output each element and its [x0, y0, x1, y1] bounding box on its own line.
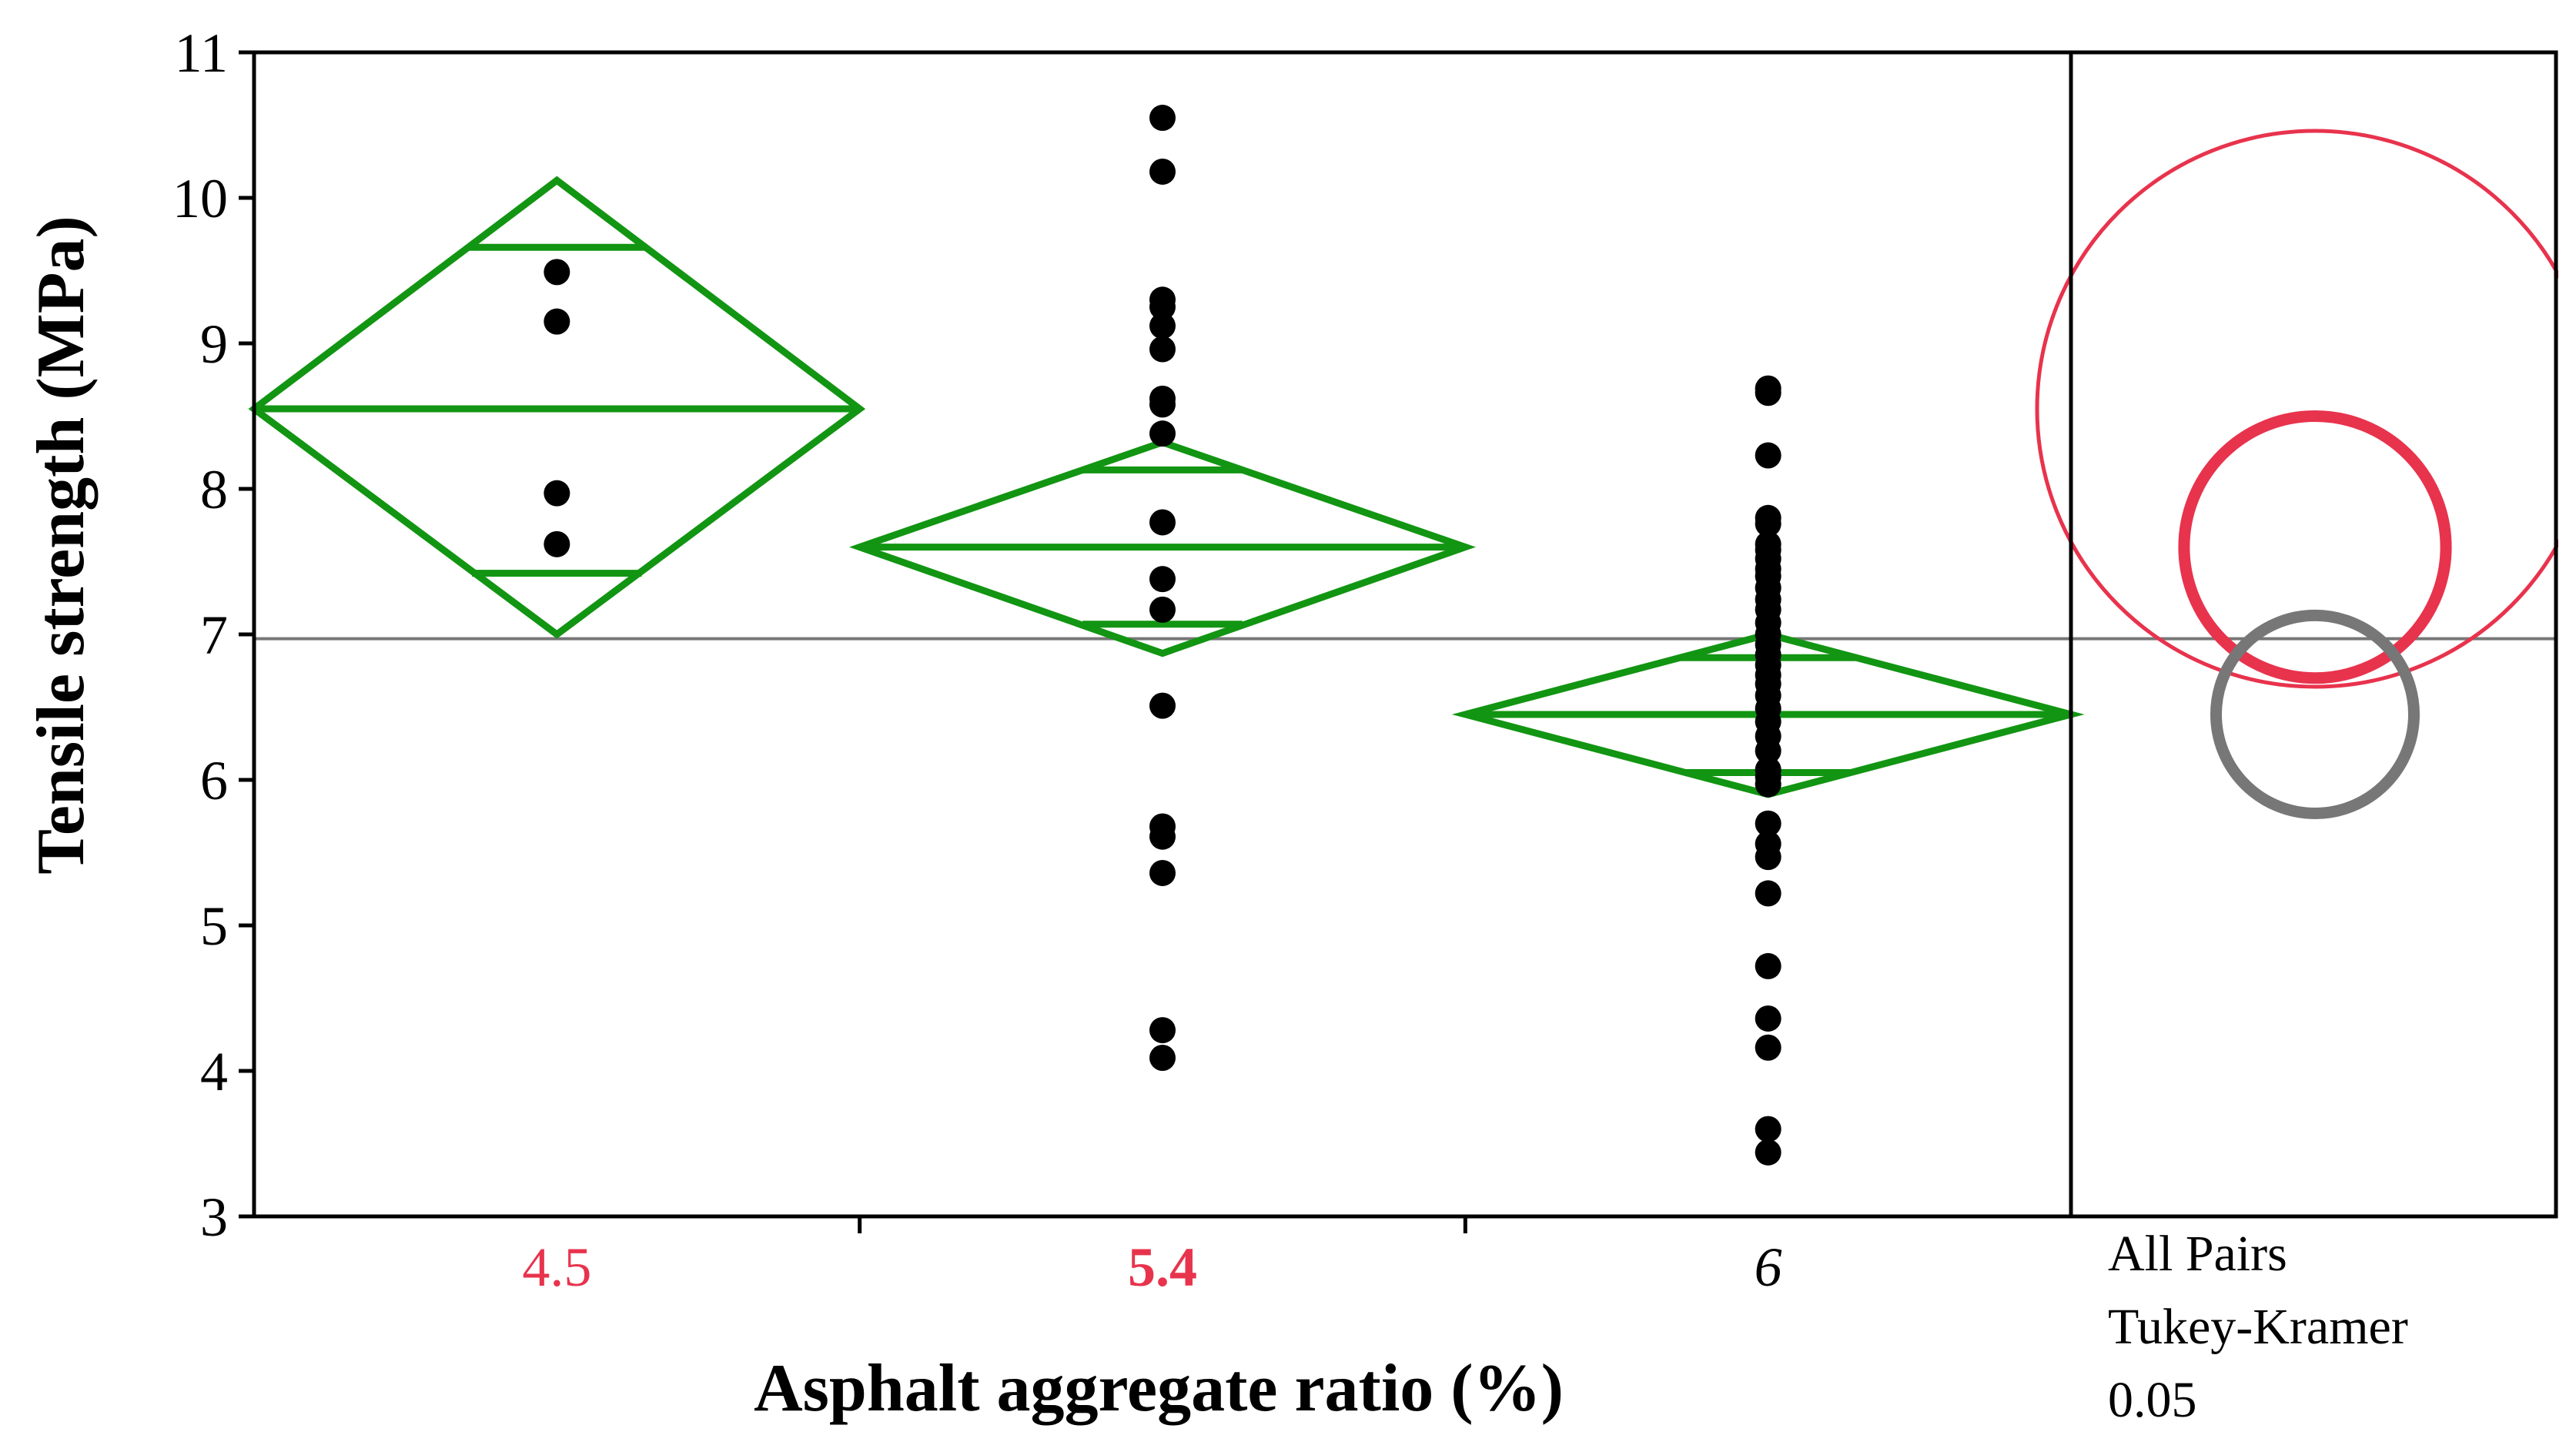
data-point [544, 480, 570, 507]
y-tick-label: 6 [200, 750, 228, 811]
circles-layer [2035, 129, 2576, 819]
x-axis: 4.5 5.4 6 [522, 1216, 1782, 1298]
data-point [1755, 1005, 1781, 1032]
data-point [1149, 823, 1176, 850]
data-point [1755, 1116, 1781, 1143]
data-point [1149, 293, 1176, 320]
points-layer [544, 105, 1781, 1166]
data-point [1755, 1034, 1781, 1061]
data-point [544, 259, 570, 286]
comparison-circle [2210, 609, 2420, 819]
data-point [1755, 880, 1781, 907]
y-tick-label: 4 [200, 1041, 228, 1102]
data-point [1149, 596, 1176, 623]
x-tick-label: 6 [1755, 1236, 1782, 1298]
x-tick-label: 5.4 [1128, 1236, 1197, 1298]
comparison-text-line: 0.05 [2108, 1372, 2197, 1428]
comparison-circle [2178, 410, 2452, 684]
data-point [1755, 442, 1781, 469]
data-point [1755, 952, 1781, 979]
data-point [1149, 158, 1176, 185]
data-point [1755, 771, 1781, 798]
data-point [1149, 420, 1176, 447]
y-tick-label: 9 [200, 313, 228, 375]
comparison-text-line: Tukey-Kramer [2108, 1299, 2408, 1355]
data-point [1149, 1017, 1176, 1044]
data-point [1755, 844, 1781, 871]
data-point [1149, 509, 1176, 536]
data-point [1149, 692, 1176, 719]
data-point [1149, 859, 1176, 886]
data-point [1149, 336, 1176, 363]
data-point [544, 530, 570, 557]
data-point [1755, 510, 1781, 537]
y-tick-label: 5 [200, 895, 228, 957]
data-point [1755, 738, 1781, 764]
y-tick-label: 11 [175, 22, 228, 84]
data-point [1149, 391, 1176, 418]
frame-mask [2558, 0, 2576, 1224]
data-point [1149, 1044, 1176, 1071]
x-axis-title: Asphalt aggregate ratio (%) [754, 1351, 1564, 1426]
frame-layer [252, 0, 2576, 1224]
y-tick-label: 7 [200, 604, 228, 666]
data-point [1755, 810, 1781, 837]
data-point [1755, 380, 1781, 406]
comparison-text-line: All Pairs [2108, 1226, 2287, 1282]
x-tick-label: 4.5 [522, 1236, 591, 1298]
data-point [1149, 313, 1176, 340]
comparison-label: All Pairs Tukey-Kramer 0.05 [2108, 1226, 2408, 1428]
data-point [1149, 566, 1176, 593]
comparison-circle [2035, 129, 2576, 689]
data-point [1149, 105, 1176, 132]
y-tick-label: 10 [172, 168, 228, 229]
y-tick-label: 3 [200, 1186, 228, 1248]
y-axis: 3 4 5 6 7 8 9 10 11 [172, 22, 254, 1248]
y-tick-label: 8 [200, 459, 228, 520]
data-point [544, 308, 570, 335]
data-point [1755, 1139, 1781, 1166]
y-axis-title: Tensile strength (MPa) [24, 216, 99, 875]
